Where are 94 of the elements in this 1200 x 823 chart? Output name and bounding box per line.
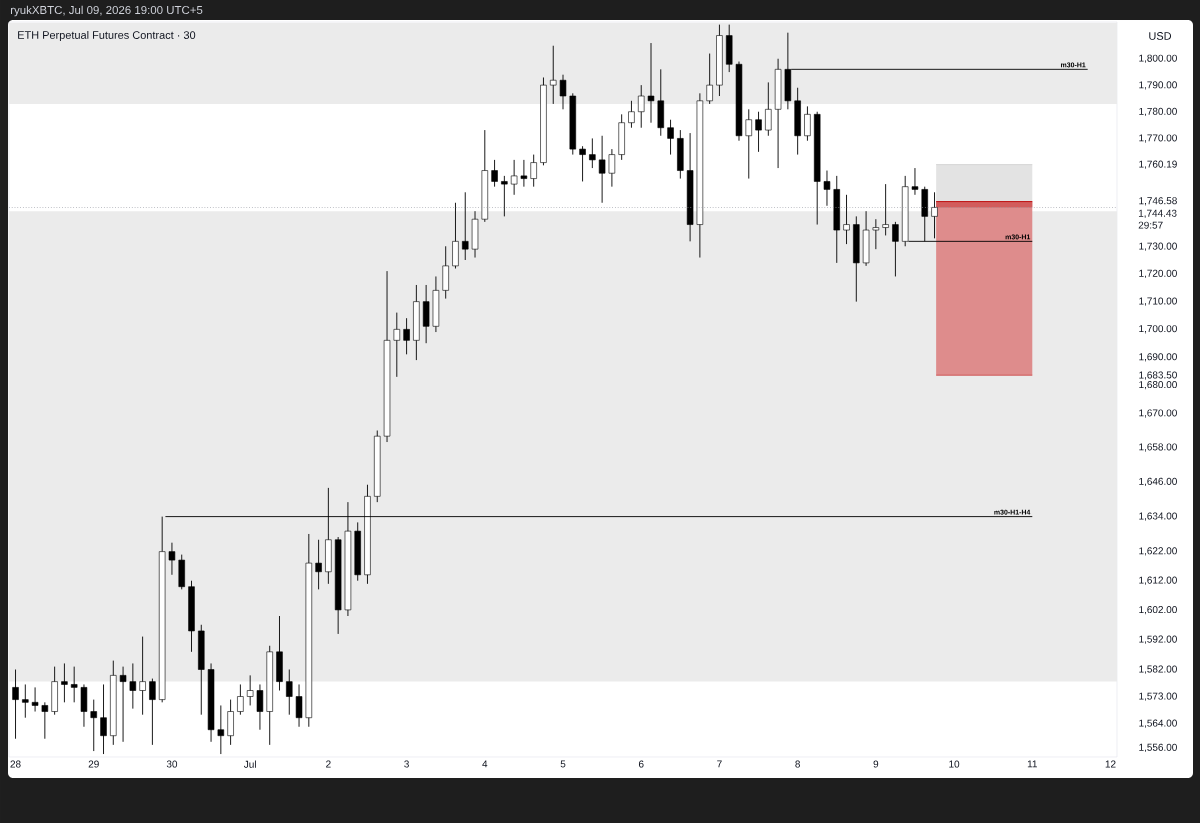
candlestick [315, 539, 322, 590]
x-tick-label: 11 [1027, 760, 1037, 768]
candlestick [579, 145, 586, 182]
candlestick [100, 684, 107, 755]
y-tick-label: 1,634.00 [1139, 512, 1177, 521]
x-tick-label: 7 [717, 760, 722, 768]
y-tick-label: 1,592.00 [1139, 635, 1177, 644]
candlestick [501, 175, 508, 217]
x-tick-label: 29 [88, 760, 99, 768]
candlestick [598, 135, 606, 204]
candlestick [491, 159, 498, 188]
candlestick [119, 666, 127, 743]
y-tick-label: 1,582.00 [1139, 665, 1177, 674]
candlestick [589, 137, 596, 169]
candlestick [931, 191, 938, 239]
x-tick-label: 8 [795, 760, 800, 768]
x-tick-label: 5 [560, 760, 566, 768]
y-tick-label: 1,770.00 [1139, 134, 1177, 143]
candlestick [745, 108, 752, 180]
x-tick-label: 30 [166, 760, 178, 768]
candlestick [872, 218, 880, 250]
candlestick [608, 148, 616, 188]
candlestick [667, 119, 674, 156]
candlestick [530, 154, 537, 188]
y-tick-label: 1,670.00 [1139, 409, 1177, 418]
y-tick-label: 1,780.00 [1139, 107, 1177, 117]
candlestick [61, 663, 68, 703]
candlestick [882, 183, 889, 236]
candlestick [90, 699, 97, 752]
ref-line-label: 1,744.43 29:57 [1138, 209, 1177, 229]
candlestick [295, 684, 303, 728]
candlestick [559, 74, 567, 110]
candlestick [628, 100, 635, 129]
candlestick [31, 686, 39, 712]
candlestick [892, 221, 899, 277]
candlestick [804, 105, 811, 142]
y-tick-label: 1,680.00 [1139, 381, 1177, 390]
candlestick [149, 678, 156, 746]
candlestick [246, 674, 254, 706]
y-tick-label: 1,760.19 [1139, 160, 1177, 169]
candlestick [520, 159, 528, 188]
candlestick [637, 84, 645, 129]
candlestick [823, 170, 831, 207]
text: ryukXBTC, Jul 09, 2026 19:00 UTC+5 [10, 5, 203, 17]
candlestick [843, 194, 850, 245]
y-tick-label: 1,612.00 [1139, 576, 1177, 585]
x-tick-label: 28 [10, 760, 21, 768]
candlestick [755, 111, 762, 153]
x-tick-label: Jul [243, 760, 256, 768]
candlestick [462, 191, 469, 261]
candlestick [510, 159, 518, 196]
y-tick-label: 1,683.50 [1139, 371, 1177, 380]
y-tick-label: 1,790.00 [1139, 81, 1177, 90]
y-tick-label: 1,720.00 [1139, 269, 1177, 278]
candlestick [237, 684, 244, 716]
candlestick [139, 636, 146, 716]
y-axis-title: USD [1149, 32, 1172, 40]
y-tick-label: 1,700.00 [1139, 325, 1177, 334]
x-tick-label: 12 [1105, 760, 1116, 768]
y-tick-label: 1,564.00 [1139, 719, 1177, 728]
candlestick [647, 42, 655, 124]
y-tick-label: 1,730.00 [1139, 242, 1177, 251]
candlestick [765, 81, 772, 137]
x-tick-label: 2 [326, 760, 331, 768]
y-tick-label: 1,746.58 [1139, 197, 1177, 206]
x-tick-label: 4 [482, 760, 488, 768]
y-tick-label: 1,690.00 [1139, 353, 1177, 362]
candlestick [70, 666, 78, 703]
y-tick-label: 1,556.00 [1139, 743, 1177, 752]
y-tick-label: 1,658.00 [1139, 443, 1177, 452]
candlestick [168, 542, 176, 576]
candlestick [129, 663, 137, 710]
y-tick-label: 1,646.00 [1139, 477, 1177, 487]
candlestick [550, 45, 557, 105]
y-tick-label: 1,622.00 [1139, 547, 1177, 556]
candlestick [403, 317, 410, 355]
candlestick [706, 53, 713, 105]
y-tick-label: 1,602.00 [1139, 606, 1177, 615]
candlestick [41, 701, 49, 740]
candlestick [22, 684, 29, 719]
y-tick-label: 1,573.00 [1139, 692, 1177, 701]
text: ETH Perpetual Futures Contract · 30 [18, 30, 196, 42]
x-tick-label: 10 [949, 760, 960, 768]
x-tick-label: 9 [873, 760, 879, 768]
candlestick [286, 669, 293, 716]
candlestick [217, 705, 225, 755]
candlestick [911, 167, 919, 196]
candlestick [393, 312, 401, 378]
y-tick-label: 1,800.00 [1139, 54, 1177, 63]
candlestick [12, 669, 19, 740]
x-tick-label: 6 [638, 760, 644, 768]
y-tick-label: 1,710.00 [1139, 297, 1177, 306]
candlestick [256, 684, 264, 731]
x-tick-label: 3 [404, 760, 409, 768]
